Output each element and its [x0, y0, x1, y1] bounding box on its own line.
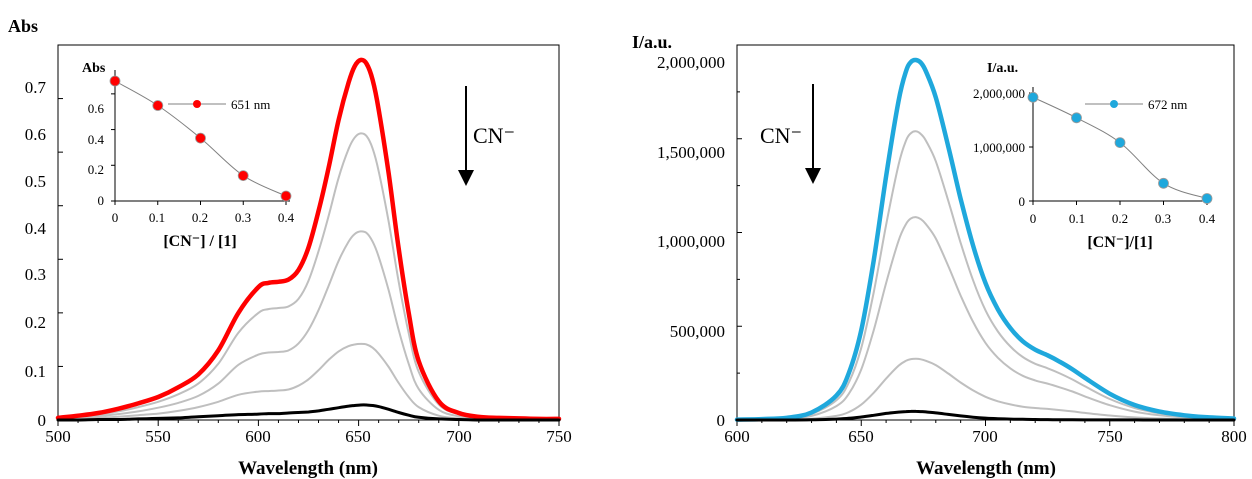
inset-y-tick-label: 1,000,000 — [973, 140, 1025, 155]
x-tick-label: 500 — [45, 427, 71, 446]
absorbance-inset-plot — [109, 70, 292, 205]
plot-frame — [57, 44, 560, 421]
legend-marker — [1110, 100, 1118, 108]
x-axis-title: Wavelength (nm) — [916, 458, 1056, 479]
cn-annotation: CN⁻ — [760, 123, 802, 148]
inset-x-tick-labels: 0 0.1 0.2 0.3 0.4 — [1030, 211, 1216, 226]
inset-data-point — [1071, 112, 1082, 124]
inset-data-point — [1201, 193, 1213, 204]
x-tick-label: 700 — [972, 427, 998, 446]
inset-data-point — [1158, 177, 1169, 189]
arrow-annotation: CN⁻ — [760, 84, 821, 184]
legend-label: 672 nm — [1148, 97, 1187, 112]
x-tick-label: 750 — [546, 427, 572, 446]
emission-chart: I/a.u. 600 650 700 750 800 0 500,000 1,0… — [632, 32, 1247, 479]
spectrum-series-line — [57, 230, 560, 421]
x-axis-title: Wavelength (nm) — [238, 458, 378, 479]
x-tick-label: 750 — [1097, 427, 1123, 446]
spectrum-series-line — [55, 57, 562, 422]
spectrum-series-line — [56, 403, 561, 422]
spectrum-series-line — [736, 357, 1235, 421]
inset-y-tick-label: 2,000,000 — [973, 86, 1025, 101]
x-tick-label: 600 — [245, 427, 271, 446]
inset-y-tick-labels: 0 1,000,000 2,000,000 — [973, 86, 1025, 209]
x-tick-labels: 500 550 600 650 700 750 — [45, 427, 572, 446]
arrow-annotation: CN⁻ — [458, 86, 515, 186]
inset-data-point — [1114, 137, 1126, 149]
inset-y-axis-title: I/a.u. — [987, 61, 1018, 76]
inset-y-tick-label: 0.6 — [88, 101, 105, 116]
y-tick-label: 0.3 — [25, 265, 46, 284]
x-tick-label: 700 — [446, 427, 472, 446]
absorbance-plot-area — [55, 44, 562, 426]
y-tick-label: 0.7 — [25, 78, 47, 97]
inset-legend: 672 nm — [1085, 97, 1187, 112]
inset-x-tick-label: 0.2 — [1112, 211, 1128, 226]
inset-y-tick-label: 0 — [1019, 194, 1026, 209]
y-tick-label: 0.2 — [25, 313, 46, 332]
x-tick-label: 650 — [848, 427, 874, 446]
inset-x-tick-label: 0.1 — [1069, 211, 1085, 226]
x-tick-label: 800 — [1221, 427, 1247, 446]
inset-x-tick-label: 0 — [112, 210, 119, 225]
inset-y-tick-label: 0 — [98, 193, 105, 208]
arrow-head-icon — [805, 168, 821, 184]
spectrum-series-line — [57, 132, 560, 421]
inset-x-tick-labels: 0 0.1 0.2 0.3 0.4 — [112, 210, 295, 225]
y-tick-label: 500,000 — [670, 322, 725, 341]
spectrum-series-line — [734, 57, 1237, 422]
inset-legend: 651 nm — [168, 97, 270, 112]
emission-inset: I/a.u. 0 1,000,000 2,000,000 0 0.1 0.2 0… — [973, 61, 1216, 251]
y-tick-label: 0.6 — [25, 125, 46, 144]
inset-x-tick-label: 0.3 — [1155, 211, 1171, 226]
y-tick-labels: 0 500,000 1,000,000 1,500,000 2,000,000 — [657, 53, 725, 430]
inset-data-point — [195, 132, 206, 144]
y-axis-title: I/a.u. — [632, 32, 672, 52]
inset-y-tick-label: 0.2 — [88, 162, 104, 177]
inset-data-point — [109, 75, 121, 87]
arrow-head-icon — [458, 170, 474, 186]
inset-data-point — [152, 100, 164, 111]
y-tick-label: 0 — [38, 411, 47, 430]
legend-label: 651 nm — [231, 97, 270, 112]
cn-annotation: CN⁻ — [473, 123, 515, 148]
inset-x-tick-label: 0.2 — [192, 210, 208, 225]
x-tick-label: 600 — [724, 427, 750, 446]
absorbance-chart: Abs 500 550 600 650 700 750 0 0.1 0.2 0.… — [8, 16, 572, 479]
inset-data-point — [237, 170, 249, 182]
spectrum-series-line — [736, 216, 1235, 421]
inset-x-tick-label: 0.3 — [235, 210, 251, 225]
spectrum-series-line — [735, 409, 1236, 422]
inset-x-tick-label: 0.1 — [149, 210, 165, 225]
y-tick-label: 0.4 — [25, 219, 47, 238]
y-tick-labels: 0 0.1 0.2 0.3 0.4 0.5 0.6 0.7 — [25, 78, 47, 430]
legend-marker — [193, 100, 201, 108]
inset-y-tick-labels: 0 0.2 0.4 0.6 — [88, 101, 105, 208]
inset-x-tick-label: 0.4 — [278, 210, 295, 225]
emission-inset-plot — [1027, 87, 1213, 205]
inset-x-axis-title: [CN⁻] / [1] — [163, 233, 236, 250]
inset-x-axis-title: [CN⁻]/[1] — [1087, 234, 1152, 251]
inset-x-tick-label: 0 — [1030, 211, 1037, 226]
inset-data-point — [1027, 91, 1039, 103]
spectrum-series-line — [736, 130, 1235, 421]
absorbance-inset: Abs 0 0.2 0.4 0.6 0 0.1 0.2 0.3 0.4 [CN⁻… — [82, 61, 295, 250]
x-tick-labels: 600 650 700 750 800 — [724, 427, 1247, 446]
x-tick-label: 650 — [345, 427, 371, 446]
inset-data-point — [280, 190, 292, 202]
y-tick-label: 0.1 — [25, 362, 46, 381]
inset-y-tick-label: 0.4 — [88, 132, 105, 147]
y-tick-label: 2,000,000 — [657, 53, 725, 72]
x-tick-label: 550 — [145, 427, 171, 446]
spectrum-series-line — [57, 342, 560, 422]
inset-x-tick-label: 0.4 — [1199, 211, 1216, 226]
inset-y-axis-title: Abs — [82, 61, 106, 76]
y-tick-label: 0.5 — [25, 172, 46, 191]
y-tick-label: 0 — [717, 411, 726, 430]
y-tick-label: 1,500,000 — [657, 143, 725, 162]
y-axis-title: Abs — [8, 16, 38, 36]
y-tick-label: 1,000,000 — [657, 232, 725, 251]
emission-plot-area — [734, 44, 1237, 426]
